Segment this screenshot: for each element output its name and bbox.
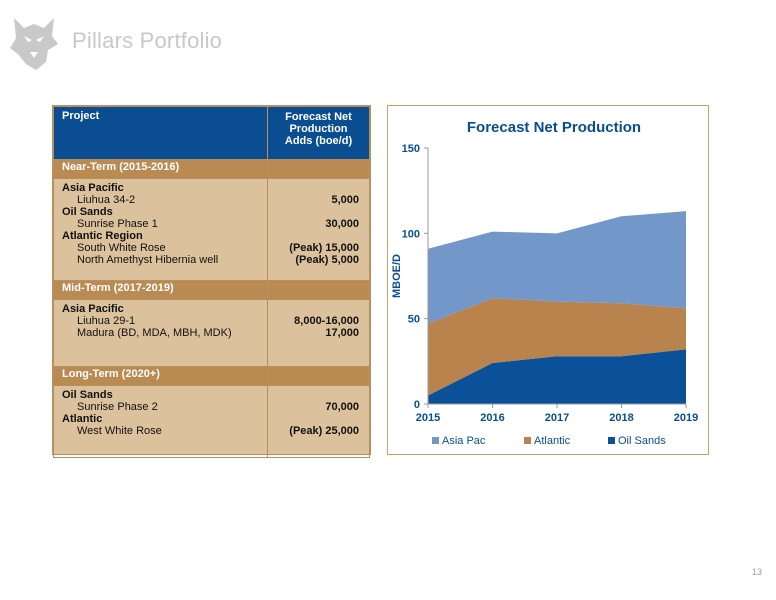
x-axis-ticks: 2015 2016 2017 2018 2019 [416,404,698,424]
project-label: West White Rose [77,425,162,437]
region-label: Oil Sands [62,206,113,218]
region-label: Atlantic [62,413,103,425]
production-chart: Forecast Net Production 0 50 100 150 2015 20… [387,105,709,455]
production-value: (Peak) 5,000 [295,254,359,266]
column-header-line: Forecast Net [285,111,352,123]
project-label: Liuhua 29-1 [77,315,136,327]
project-cell: Asia Pacific Liuhua 29-1 Madura (BD, MDA… [53,299,268,367]
production-value: (Peak) 25,000 [289,425,359,437]
section-header-row: Long-Term (2020+) [53,366,370,386]
chart-title: Forecast Net Production [467,119,641,136]
value-spacer [268,389,359,401]
x-tick-label: 2015 [416,412,440,424]
project-label: South White Rose [77,242,166,254]
region-label: Atlantic Region [62,230,143,242]
y-tick-label: 50 [408,314,420,326]
column-header-project: Project [53,106,268,160]
legend-label-oil-sands: Oil Sands [618,435,666,447]
projects-table: Project Forecast Net Production Adds (bo… [52,105,371,458]
column-header-production-adds: Forecast Net Production Adds (boe/d) [267,106,370,160]
section-header-row: Mid-Term (2017-2019) [53,280,370,300]
production-value: 8,000-16,000 [294,315,359,327]
area-asia-pac [428,211,686,324]
section-empty-cell [267,159,370,179]
project-label: Sunrise Phase 1 [77,218,158,230]
x-tick-label: 2018 [609,412,633,424]
legend-swatch-asia-pac [432,437,439,444]
production-value: 17,000 [325,327,359,339]
value-cell: 70,000 (Peak) 25,000 [267,385,370,458]
project-cell: Asia Pacific Liuhua 34-2 Oil Sands Sunri… [53,178,268,281]
value-spacer [268,182,359,194]
project-label: Liuhua 34-2 [77,194,136,206]
section-label-mid-term: Mid-Term (2017-2019) [53,280,268,300]
area-oil-sands [428,349,686,404]
chart-areas [428,211,686,404]
production-value: 30,000 [325,218,359,230]
chart-legend: Asia Pac Atlantic Oil Sands [432,435,666,447]
section-empty-cell [267,280,370,300]
section-body-row: Asia Pacific Liuhua 29-1 Madura (BD, MDA… [53,299,370,367]
project-label: Sunrise Phase 2 [77,401,158,413]
section-header-row: Near-Term (2015-2016) [53,159,370,179]
project-cell: Oil Sands Sunrise Phase 2 Atlantic West … [53,385,268,458]
x-tick-label: 2017 [545,412,569,424]
legend-label-atlantic: Atlantic [534,435,571,447]
production-value: 5,000 [331,194,359,206]
value-spacer [268,230,359,242]
production-value: 70,000 [325,401,359,413]
x-tick-label: 2019 [674,412,698,424]
value-spacer [268,206,359,218]
projects-table-grid: Project Forecast Net Production Adds (bo… [53,106,370,458]
column-header-line: Production [289,123,348,135]
section-label-near-term: Near-Term (2015-2016) [53,159,268,179]
y-tick-label: 0 [414,399,420,411]
y-tick-label: 150 [402,143,420,155]
project-label: Madura (BD, MDA, MBH, MDK) [77,327,232,339]
y-axis-label: MBOE/D [391,254,403,298]
section-body-row: Oil Sands Sunrise Phase 2 Atlantic West … [53,385,370,458]
y-tick-label: 100 [402,228,420,240]
page-number: 13 [752,567,763,577]
table-header-row: Project Forecast Net Production Adds (bo… [53,106,370,160]
section-empty-cell [267,366,370,386]
column-header-line: Adds (boe/d) [284,135,353,147]
region-label: Oil Sands [62,389,113,401]
x-tick-label: 2016 [480,412,504,424]
section-body-row: Asia Pacific Liuhua 34-2 Oil Sands Sunri… [53,178,370,281]
area-atlantic [428,298,686,396]
legend-swatch-oil-sands [608,437,615,444]
value-cell: 5,000 30,000 (Peak) 15,000 (Peak) 5,000 [267,178,370,281]
legend-swatch-atlantic [524,437,531,444]
value-spacer [268,413,359,425]
region-label: Asia Pacific [62,303,124,315]
page-title: Pillars Portfolio [72,28,223,53]
legend-label-asia-pac: Asia Pac [442,435,486,447]
section-label-long-term: Long-Term (2020+) [53,366,268,386]
project-label: North Amethyst Hibernia well [77,254,219,266]
husky-logo-icon [10,18,58,70]
value-spacer [268,303,359,315]
region-label: Asia Pacific [62,182,124,194]
value-cell: 8,000-16,000 17,000 [267,299,370,367]
production-value: (Peak) 15,000 [289,242,359,254]
y-axis-ticks: 0 50 100 150 [402,143,428,411]
